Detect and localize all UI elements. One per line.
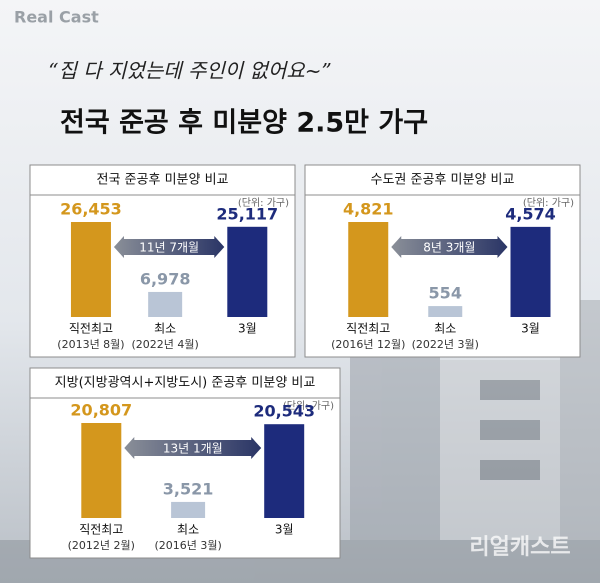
bar xyxy=(428,306,463,317)
quote: “집 다 지었는데 주인이 없어요~” xyxy=(48,59,331,83)
panel-title: 수도권 준공후 미분양 비교 xyxy=(371,173,515,188)
unit-note: (단위: 가구) xyxy=(523,196,574,209)
panels: 전국 준공후 미분양 비교 (단위: 가구) 26,453 직전최고 (2013년 8월… xyxy=(29,164,581,559)
period-arrow xyxy=(113,236,225,258)
category-label: 최소 xyxy=(154,322,176,336)
chart-panel: 지방(지방광역시+지방도시) 준공후 미분양 비교 (단위: 가구) 20,807 직… xyxy=(29,367,341,559)
headline: 전국 준공 후 미분양 2.5만 가구 xyxy=(60,108,428,139)
bar xyxy=(227,226,268,317)
category-note: (2022년 3월) xyxy=(412,338,479,351)
value-label: 3,521 xyxy=(163,479,214,498)
category-label: 3월 xyxy=(521,322,540,336)
bar xyxy=(348,222,389,317)
chart-panel: 전국 준공후 미분양 비교 (단위: 가구) 26,453 직전최고 (2013년 8월… xyxy=(29,164,296,358)
value-label: 4,574 xyxy=(505,204,556,223)
bar xyxy=(148,291,183,317)
category-label: 3월 xyxy=(275,523,294,537)
category-note: (2013년 8월) xyxy=(57,338,124,351)
category-note: (2016년 12월) xyxy=(331,338,405,351)
bar xyxy=(171,501,206,518)
bar xyxy=(264,424,305,518)
value-label: 20,543 xyxy=(253,402,315,421)
logo: Real Cast xyxy=(14,8,99,27)
category-label: 직전최고 xyxy=(79,523,123,537)
bar xyxy=(510,226,551,317)
category-label: 최소 xyxy=(177,523,199,537)
panel-title: 전국 준공후 미분양 비교 xyxy=(97,173,229,188)
bar xyxy=(81,423,122,518)
value-label: 554 xyxy=(429,284,462,303)
period-label: 13년 1개월 xyxy=(163,442,223,456)
panel-title: 지방(지방광역시+지방도시) 준공후 미분양 비교 xyxy=(55,376,316,391)
period-label: 11년 7개월 xyxy=(139,241,199,255)
period-arrow xyxy=(124,437,262,459)
category-label: 3월 xyxy=(238,322,257,336)
period-arrow xyxy=(391,236,508,258)
watermark: 리얼캐스트 xyxy=(469,535,570,560)
unit-note: (단위: 가구) xyxy=(238,196,289,209)
category-label: 직전최고 xyxy=(69,322,113,336)
value-label: 20,807 xyxy=(70,401,132,420)
value-label: 4,821 xyxy=(343,200,394,219)
category-label: 직전최고 xyxy=(346,322,390,336)
chart-panel: 수도권 준공후 미분양 비교 (단위: 가구) 4,821 직전최고 (2016년 12… xyxy=(304,164,581,358)
category-note: (2012년 2월) xyxy=(68,539,135,552)
period-label: 8년 3개월 xyxy=(423,241,475,255)
value-label: 25,117 xyxy=(216,204,278,223)
bar xyxy=(70,222,111,317)
value-label: 26,453 xyxy=(60,200,122,219)
value-label: 6,978 xyxy=(140,269,191,288)
category-note: (2016년 3월) xyxy=(154,539,221,552)
unit-note: (단위: 가구) xyxy=(283,399,334,412)
category-note: (2022년 4월) xyxy=(131,338,198,351)
category-label: 최소 xyxy=(434,322,456,336)
